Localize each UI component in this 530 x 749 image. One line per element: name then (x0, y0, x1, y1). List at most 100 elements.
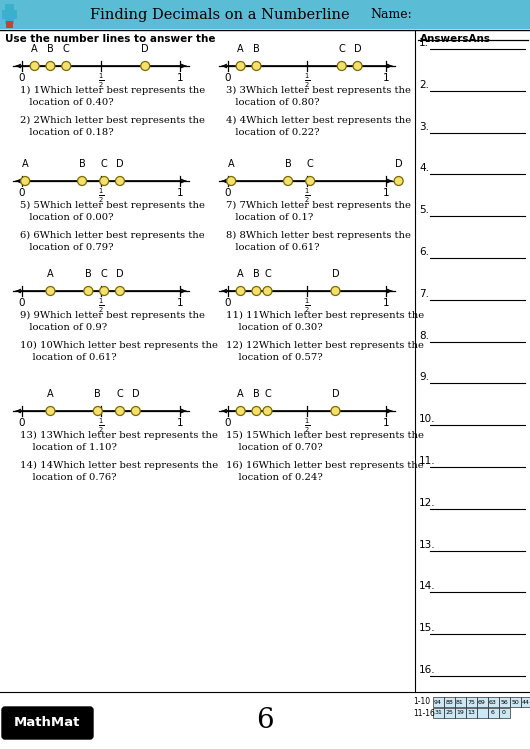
Circle shape (252, 407, 261, 416)
Text: $\frac{1}{2}$: $\frac{1}{2}$ (304, 417, 310, 435)
Text: 0: 0 (225, 188, 231, 198)
Text: 25: 25 (445, 711, 453, 715)
Text: 56: 56 (500, 700, 508, 705)
Text: 6: 6 (256, 708, 274, 735)
Text: 3.: 3. (419, 121, 429, 132)
Text: Name:: Name: (370, 8, 412, 21)
Text: 12) 12Which letter best represents the
    location of 0.57?: 12) 12Which letter best represents the l… (226, 341, 424, 362)
FancyBboxPatch shape (444, 708, 455, 718)
Text: 16.: 16. (419, 665, 436, 675)
Text: 2) 2Which letter best represents the
   location of 0.18?: 2) 2Which letter best represents the loc… (20, 116, 205, 137)
FancyBboxPatch shape (432, 697, 444, 707)
Circle shape (61, 61, 70, 70)
Text: 7.: 7. (419, 289, 429, 299)
Text: $\frac{1}{2}$: $\frac{1}{2}$ (304, 297, 310, 315)
Text: D: D (142, 44, 149, 54)
Text: A: A (228, 159, 234, 169)
FancyBboxPatch shape (499, 708, 509, 718)
Text: C: C (63, 44, 69, 54)
FancyBboxPatch shape (499, 697, 509, 707)
Text: 0: 0 (225, 73, 231, 83)
Text: A: A (47, 389, 54, 399)
Text: 94: 94 (434, 700, 442, 705)
Circle shape (227, 177, 236, 186)
FancyBboxPatch shape (0, 0, 530, 29)
Text: 10) 10Which letter best represents the
    location of 0.61?: 10) 10Which letter best represents the l… (20, 341, 218, 362)
FancyBboxPatch shape (509, 697, 520, 707)
Text: 1: 1 (383, 73, 390, 83)
Text: 7) 7Which letter best represents the
   location of 0.1?: 7) 7Which letter best represents the loc… (226, 201, 411, 222)
FancyBboxPatch shape (455, 708, 465, 718)
Text: $\frac{1}{2}$: $\frac{1}{2}$ (98, 297, 104, 315)
Text: 4.: 4. (419, 163, 429, 174)
FancyBboxPatch shape (432, 708, 444, 718)
Text: 6.: 6. (419, 247, 429, 257)
FancyBboxPatch shape (476, 708, 488, 718)
Text: 0: 0 (225, 418, 231, 428)
FancyBboxPatch shape (488, 697, 499, 707)
Text: 3) 3Which letter best represents the
   location of 0.80?: 3) 3Which letter best represents the loc… (226, 86, 411, 107)
Text: B: B (285, 159, 292, 169)
Circle shape (77, 177, 86, 186)
Text: 1: 1 (383, 418, 390, 428)
Circle shape (141, 61, 150, 70)
Text: 0: 0 (19, 188, 25, 198)
Text: 10.: 10. (419, 414, 436, 424)
Text: $\frac{1}{2}$: $\frac{1}{2}$ (304, 187, 310, 205)
Text: A: A (237, 44, 244, 54)
Text: 13.: 13. (419, 539, 436, 550)
Text: D: D (116, 159, 124, 169)
Text: 81: 81 (456, 700, 464, 705)
Circle shape (21, 177, 30, 186)
Text: 8.: 8. (419, 330, 429, 341)
Text: 1: 1 (176, 73, 183, 83)
Text: B: B (253, 44, 260, 54)
Text: 6) 6Which letter best represents the
   location of 0.79?: 6) 6Which letter best represents the loc… (20, 231, 205, 252)
FancyBboxPatch shape (465, 697, 476, 707)
Circle shape (263, 287, 272, 296)
Text: 8) 8Which letter best represents the
   location of 0.61?: 8) 8Which letter best represents the loc… (226, 231, 411, 252)
Text: D: D (116, 269, 124, 279)
Text: D: D (132, 389, 139, 399)
Text: B: B (47, 44, 54, 54)
Text: 2.: 2. (419, 80, 429, 90)
Text: B: B (94, 389, 101, 399)
Text: 69: 69 (478, 700, 486, 705)
Text: 1: 1 (176, 418, 183, 428)
Text: A: A (237, 269, 244, 279)
Text: 1.: 1. (419, 38, 429, 48)
Circle shape (306, 177, 315, 186)
Text: 0: 0 (19, 418, 25, 428)
Text: 1) 1Which letter best represents the
   location of 0.40?: 1) 1Which letter best represents the loc… (20, 86, 205, 107)
Text: 0: 0 (225, 298, 231, 308)
Text: 6: 6 (491, 711, 495, 715)
Text: C: C (338, 44, 345, 54)
Text: 50: 50 (511, 700, 519, 705)
Text: 1: 1 (383, 188, 390, 198)
Text: 0: 0 (502, 711, 506, 715)
Text: 11) 11Which letter best represents the
    location of 0.30?: 11) 11Which letter best represents the l… (226, 311, 424, 332)
FancyBboxPatch shape (2, 707, 93, 739)
Text: 15) 15Which letter best represents the
    location of 0.70?: 15) 15Which letter best represents the l… (226, 431, 424, 452)
Text: 11.: 11. (419, 456, 436, 466)
Circle shape (131, 407, 140, 416)
Text: $\frac{1}{2}$: $\frac{1}{2}$ (304, 72, 310, 90)
Circle shape (236, 407, 245, 416)
Text: 5.: 5. (419, 205, 429, 215)
Circle shape (284, 177, 293, 186)
Text: 14.: 14. (419, 581, 436, 592)
FancyBboxPatch shape (520, 697, 530, 707)
FancyBboxPatch shape (444, 697, 455, 707)
Circle shape (331, 407, 340, 416)
Text: 9.: 9. (419, 372, 429, 383)
Text: D: D (395, 159, 402, 169)
Circle shape (100, 287, 109, 296)
Circle shape (252, 287, 261, 296)
Text: 31: 31 (434, 711, 442, 715)
Text: 12.: 12. (419, 498, 436, 508)
Text: 4) 4Which letter best represents the
   location of 0.22?: 4) 4Which letter best represents the loc… (226, 116, 411, 137)
Text: C: C (101, 159, 108, 169)
Text: AnswersAns: AnswersAns (420, 34, 491, 44)
FancyBboxPatch shape (5, 4, 14, 24)
Text: $\frac{1}{2}$: $\frac{1}{2}$ (98, 187, 104, 205)
